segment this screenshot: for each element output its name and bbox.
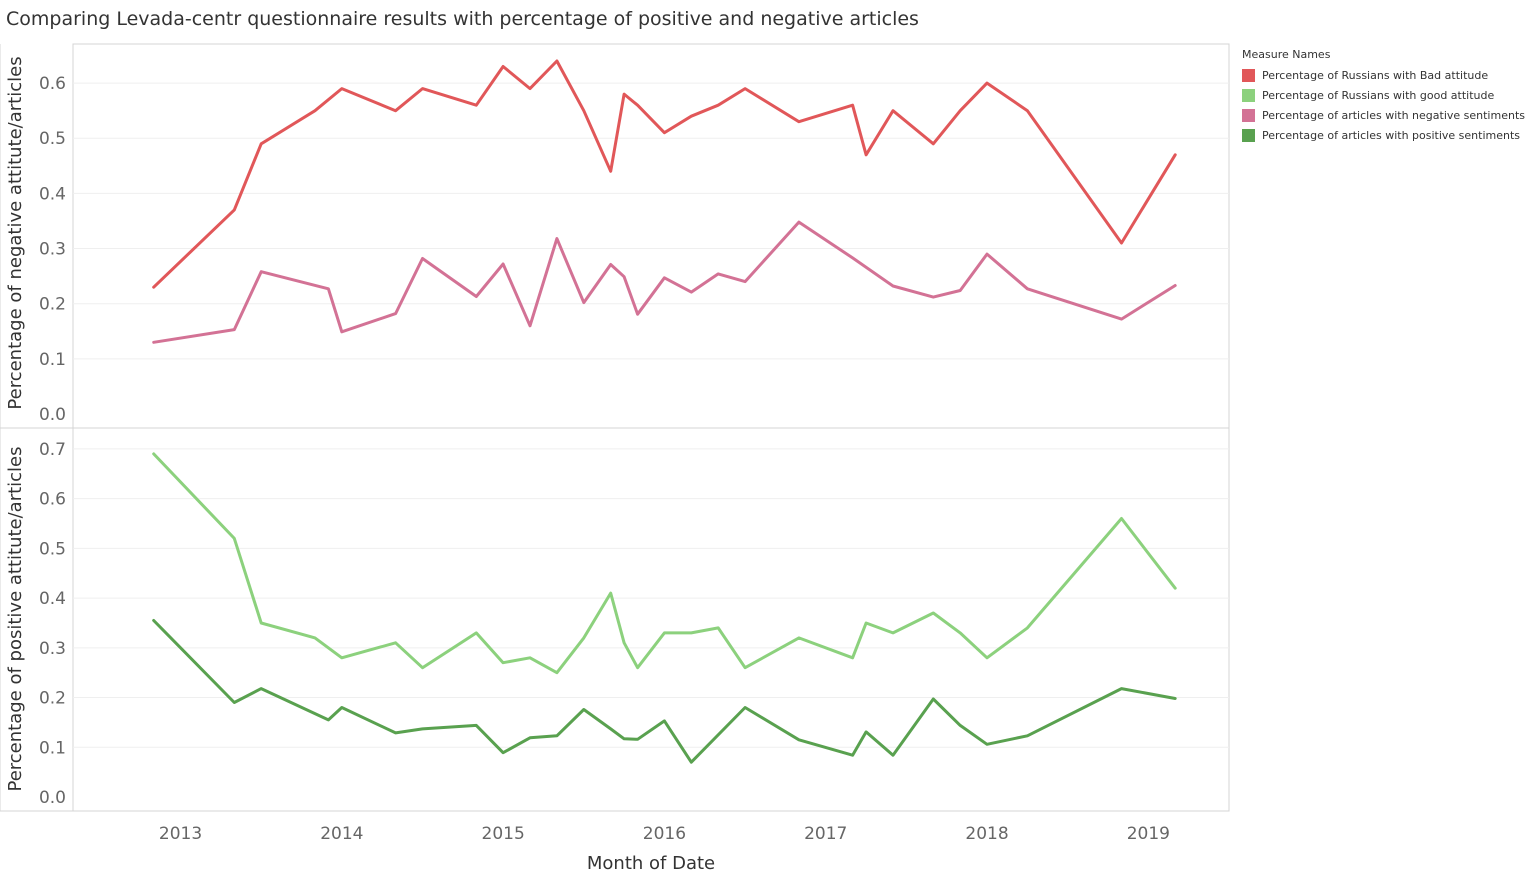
y-tick-label: 0.0 xyxy=(39,788,66,808)
legend: Measure Names Percentage of Russians wit… xyxy=(1242,48,1525,145)
legend-item-good-attitude[interactable]: Percentage of Russians with good attitud… xyxy=(1242,85,1525,105)
y-tick-label: 0.5 xyxy=(39,539,66,559)
legend-item-bad-attitude[interactable]: Percentage of Russians with Bad attitude xyxy=(1242,65,1525,85)
legend-swatch xyxy=(1242,88,1255,102)
series-line-positive-1[interactable] xyxy=(152,619,1177,764)
y-tick-label: 0.1 xyxy=(39,350,66,370)
y-axis-title-top: Percentage of negative attitute/articles xyxy=(5,56,26,409)
y-tick-label: 0.2 xyxy=(39,295,66,315)
series-line-negative-1[interactable] xyxy=(152,220,1177,344)
y-tick-label: 0.6 xyxy=(39,490,66,510)
y-tick-label: 0.5 xyxy=(39,129,66,149)
legend-label: Percentage of Russians with Bad attitude xyxy=(1262,68,1489,82)
x-tick-label: 2019 xyxy=(1127,824,1170,844)
y-tick-label: 0.3 xyxy=(39,639,66,659)
gridlines xyxy=(73,82,1229,748)
legend-title: Measure Names xyxy=(1242,48,1331,61)
series-lines xyxy=(152,59,1177,764)
y-tick-label: 0.4 xyxy=(39,184,66,204)
legend-swatch xyxy=(1242,108,1255,122)
legend-item-negative-articles[interactable]: Percentage of articles with negative sen… xyxy=(1242,105,1525,125)
y-tick-label: 0.7 xyxy=(39,440,66,460)
series-line-positive-0[interactable] xyxy=(152,452,1177,675)
chart-title: Comparing Levada-centr questionnaire res… xyxy=(6,8,919,30)
y-tick-label: 0.1 xyxy=(39,738,66,758)
x-tick-label: 2018 xyxy=(965,824,1008,844)
y-tick-label: 0.2 xyxy=(39,689,66,709)
legend-item-positive-articles[interactable]: Percentage of articles with positive sen… xyxy=(1242,125,1525,145)
x-tick-label: 2013 xyxy=(159,824,202,844)
legend-swatch xyxy=(1242,128,1255,142)
y-tick-label: 0.4 xyxy=(39,589,66,609)
axis-ticks: 0.0 0.1 0.2 0.3 0.4 0.5 0.6 0.0 0.1 0.2 0.3 0.4 0.5 0… xyxy=(39,74,1170,844)
legend-swatch xyxy=(1242,68,1255,82)
x-tick-label: 2014 xyxy=(320,824,363,844)
y-tick-label: 0.0 xyxy=(39,405,66,425)
legend-label: Percentage of Russians with good attitud… xyxy=(1262,88,1495,102)
x-tick-label: 2016 xyxy=(643,824,686,844)
y-tick-label: 0.6 xyxy=(39,74,66,94)
x-axis-title: Month of Date xyxy=(587,853,715,874)
x-tick-label: 2017 xyxy=(804,824,847,844)
y-tick-label: 0.3 xyxy=(39,240,66,260)
x-tick-label: 2015 xyxy=(482,824,525,844)
y-axis-title-bottom: Percentage of positive attitute/articles xyxy=(5,446,26,791)
legend-label: Percentage of articles with positive sen… xyxy=(1262,128,1521,142)
series-line-negative-0[interactable] xyxy=(152,59,1177,289)
legend-label: Percentage of articles with negative sen… xyxy=(1262,108,1525,122)
